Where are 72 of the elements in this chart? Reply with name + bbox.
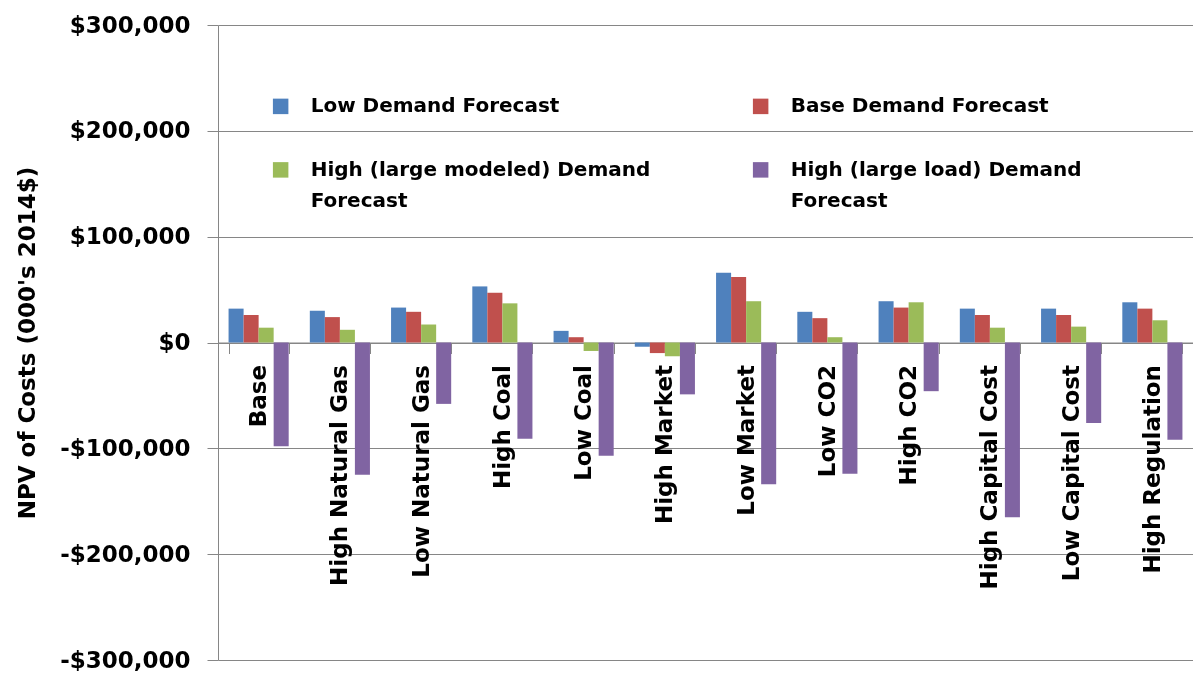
bar [324, 317, 340, 343]
bar [1004, 342, 1020, 518]
bar [472, 286, 488, 343]
x-tick-label: Low Coal [570, 365, 597, 481]
bar [309, 310, 325, 343]
x-tick-label: High Market [651, 365, 678, 525]
bar [959, 308, 975, 343]
y-tick-label: -$100,000 [60, 434, 191, 461]
bar [812, 318, 828, 343]
bar [228, 308, 244, 343]
bar [1041, 308, 1057, 343]
bar [923, 342, 939, 392]
bar [649, 342, 665, 354]
x-tick-label: Low Natural Gas [407, 365, 434, 578]
bar [1056, 314, 1072, 343]
bar [553, 330, 569, 343]
y-tick-label: $300,000 [69, 11, 191, 38]
bar [664, 342, 680, 357]
y-tick-label: $200,000 [69, 117, 191, 144]
bar [1071, 326, 1087, 343]
bar [406, 311, 422, 343]
bar [258, 327, 274, 343]
bar [391, 307, 407, 343]
bar [1137, 308, 1153, 343]
y-axis-title: NPV of Costs (000's 2014$) [14, 166, 41, 520]
bar [1122, 302, 1138, 343]
x-tick-label: Base [245, 365, 272, 428]
legend-label: Base Demand Forecast [790, 93, 1050, 118]
legend-label: High (large load) Demand Forecast [790, 156, 1082, 212]
bar [842, 342, 858, 474]
bar [273, 342, 289, 447]
bar [568, 337, 584, 343]
x-tick-label: Low CO2 [813, 365, 840, 478]
legend-label: Low Demand Forecast [310, 93, 560, 118]
bar [679, 342, 695, 395]
bar [583, 342, 599, 351]
bar [339, 329, 355, 343]
bar [878, 301, 894, 343]
x-tick-label: Low Capital Cost [1057, 365, 1084, 582]
bar [502, 303, 518, 343]
x-tick-label: High CO2 [895, 365, 922, 486]
bar [908, 302, 924, 343]
bar [436, 342, 452, 404]
bar [746, 301, 762, 343]
bar [517, 342, 533, 439]
y-tick-label: $0 [158, 329, 191, 355]
bar [731, 276, 747, 343]
y-tick-label: -$200,000 [60, 540, 191, 567]
bar [421, 324, 437, 343]
bar [716, 272, 732, 343]
y-tick-label: $100,000 [69, 223, 191, 250]
bar [243, 314, 259, 343]
bar [1152, 320, 1168, 343]
bar [487, 292, 503, 343]
x-tick-label: High Natural Gas [326, 365, 353, 586]
x-tick-label: High Coal [488, 365, 515, 490]
bar [598, 342, 614, 456]
bar [893, 307, 909, 343]
x-tick-label: High Capital Cost [976, 365, 1003, 590]
legend-label: High (large modeled) Demand Forecast [310, 156, 651, 212]
bar [797, 311, 813, 343]
bar [634, 342, 650, 347]
bar [974, 314, 990, 343]
bar [827, 337, 843, 343]
bar [1167, 342, 1183, 440]
y-tick-label: -$300,000 [60, 646, 191, 673]
bar [1086, 342, 1102, 423]
bar [761, 342, 777, 485]
bar [354, 342, 370, 475]
x-tick-label: Low Market [732, 365, 759, 516]
bar [989, 327, 1005, 343]
x-tick-label: High Regulation [1138, 365, 1165, 574]
